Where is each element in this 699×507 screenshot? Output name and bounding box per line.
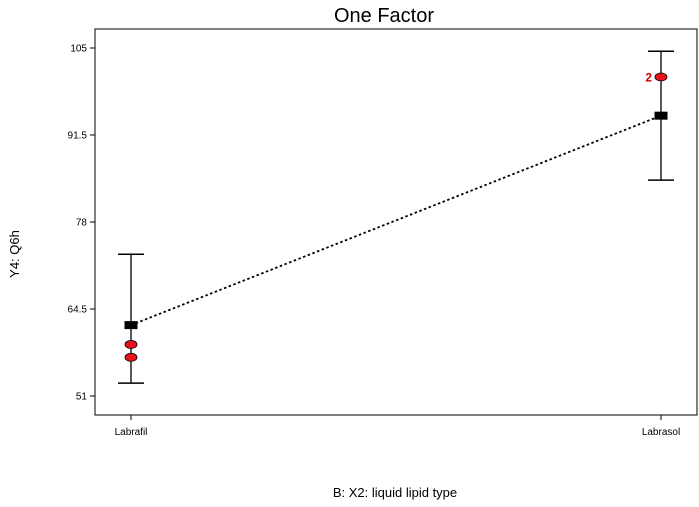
y-axis: 51 64.5 78 91.5 105 [68, 44, 95, 403]
y-tick-label: 105 [70, 44, 87, 55]
chart-title: One Factor [334, 5, 434, 27]
predicted-point [654, 111, 668, 120]
prediction-line [130, 114, 662, 326]
x-tick-label: Labrasol [642, 427, 680, 438]
y-tick-label: 91.5 [68, 131, 88, 142]
chart-marks: 2 [118, 50, 674, 384]
x-axis: Labrafil Labrasol [115, 415, 680, 438]
y-axis-label: Y4: Q6h [7, 230, 22, 278]
observed-point [124, 340, 138, 349]
y-tick-label: 78 [76, 218, 88, 229]
plot-area [94, 28, 698, 416]
y-tick-label: 64.5 [68, 305, 88, 316]
x-tick-label: Labrafil [115, 427, 148, 438]
y-tick-label: 51 [76, 392, 88, 403]
x-axis-label: B: X2: liquid lipid type [333, 485, 457, 500]
observed-point [654, 72, 668, 82]
observed-point [124, 352, 138, 362]
point-count-label: 2 [645, 71, 652, 85]
predicted-point [124, 321, 138, 330]
